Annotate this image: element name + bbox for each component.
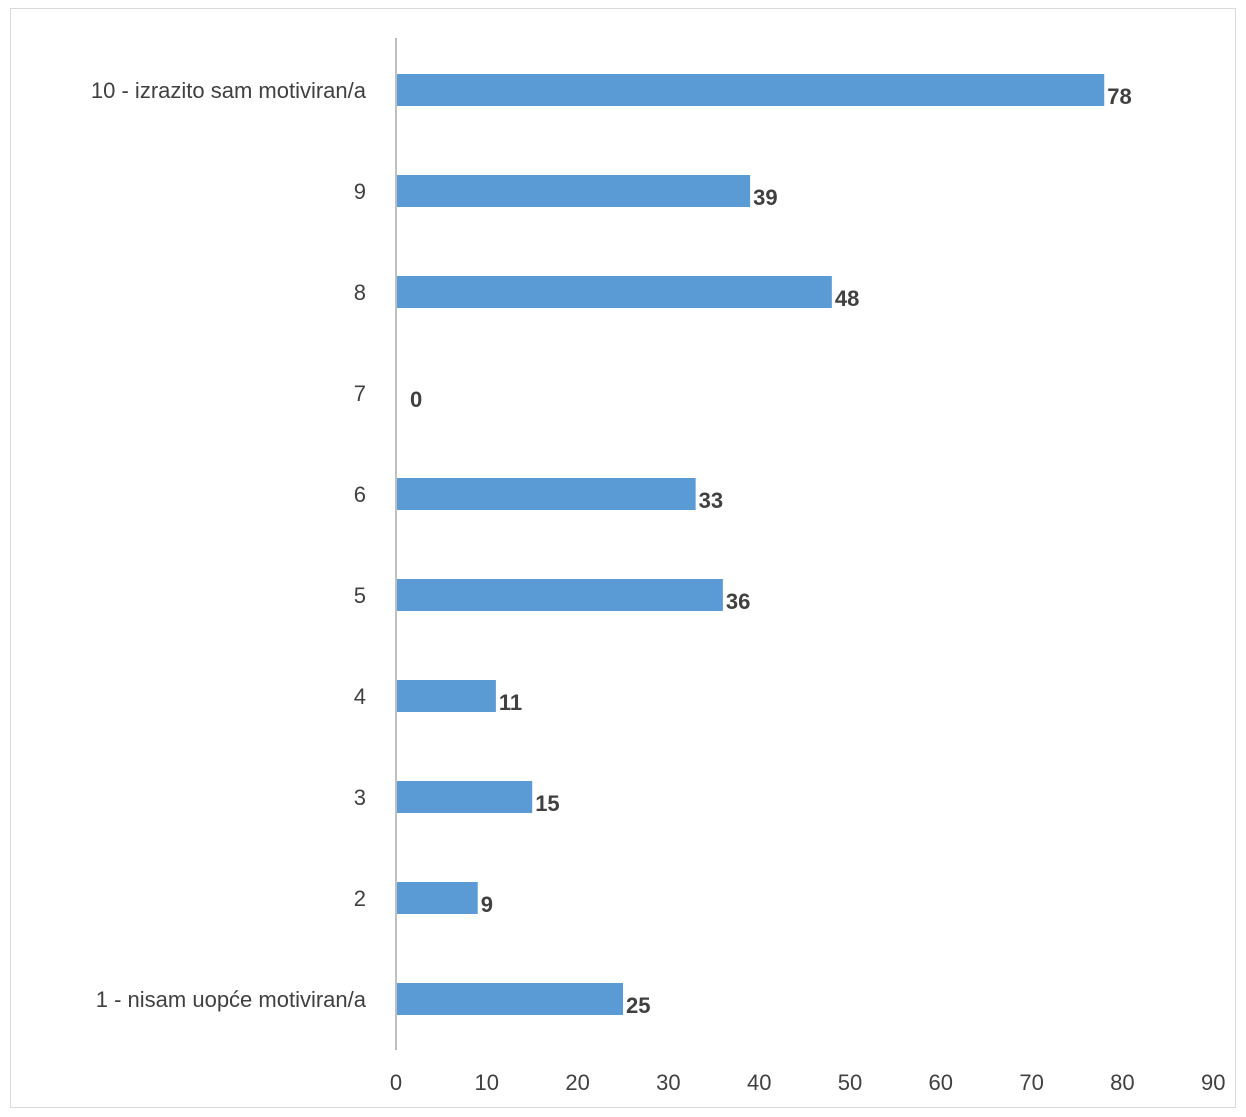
bar-1 bbox=[396, 983, 623, 1015]
x-tick-label: 70 bbox=[1019, 1070, 1043, 1095]
x-tick-label: 40 bbox=[747, 1070, 771, 1095]
category-label: 7 bbox=[354, 381, 366, 406]
data-label: 48 bbox=[835, 286, 859, 311]
category-label: 10 - izrazito sam motiviran/a bbox=[91, 78, 367, 103]
data-label: 11 bbox=[499, 690, 522, 715]
x-tick-label: 80 bbox=[1110, 1070, 1134, 1095]
bar-4 bbox=[396, 680, 496, 712]
category-label: 1 - nisam uopće motiviran/a bbox=[96, 987, 367, 1012]
bar-2 bbox=[396, 882, 478, 914]
category-label: 4 bbox=[354, 684, 366, 709]
category-label: 3 bbox=[354, 785, 366, 810]
data-label: 25 bbox=[626, 993, 650, 1018]
category-label: 5 bbox=[354, 583, 366, 608]
data-label: 15 bbox=[535, 791, 559, 816]
category-label: 2 bbox=[354, 886, 366, 911]
category-label: 9 bbox=[354, 179, 366, 204]
data-label: 39 bbox=[753, 185, 777, 210]
x-tick-label: 20 bbox=[565, 1070, 589, 1095]
x-tick-label: 30 bbox=[656, 1070, 680, 1095]
category-label: 6 bbox=[354, 482, 366, 507]
bar-5 bbox=[396, 579, 723, 611]
data-label: 33 bbox=[699, 488, 723, 513]
bar-9 bbox=[396, 175, 751, 207]
x-tick-label: 90 bbox=[1201, 1070, 1225, 1095]
x-tick-label: 0 bbox=[390, 1070, 402, 1095]
x-tick-label: 50 bbox=[838, 1070, 862, 1095]
data-label: 0 bbox=[410, 387, 422, 412]
data-label: 36 bbox=[726, 589, 750, 614]
x-tick-label: 10 bbox=[475, 1070, 499, 1095]
category-label: 8 bbox=[354, 280, 366, 305]
bar-3 bbox=[396, 781, 533, 813]
data-label: 78 bbox=[1107, 84, 1131, 109]
bar-10 bbox=[396, 74, 1105, 106]
bar-6 bbox=[396, 478, 696, 510]
data-label: 9 bbox=[481, 892, 493, 917]
x-tick-label: 60 bbox=[929, 1070, 953, 1095]
bar-8 bbox=[396, 276, 832, 308]
